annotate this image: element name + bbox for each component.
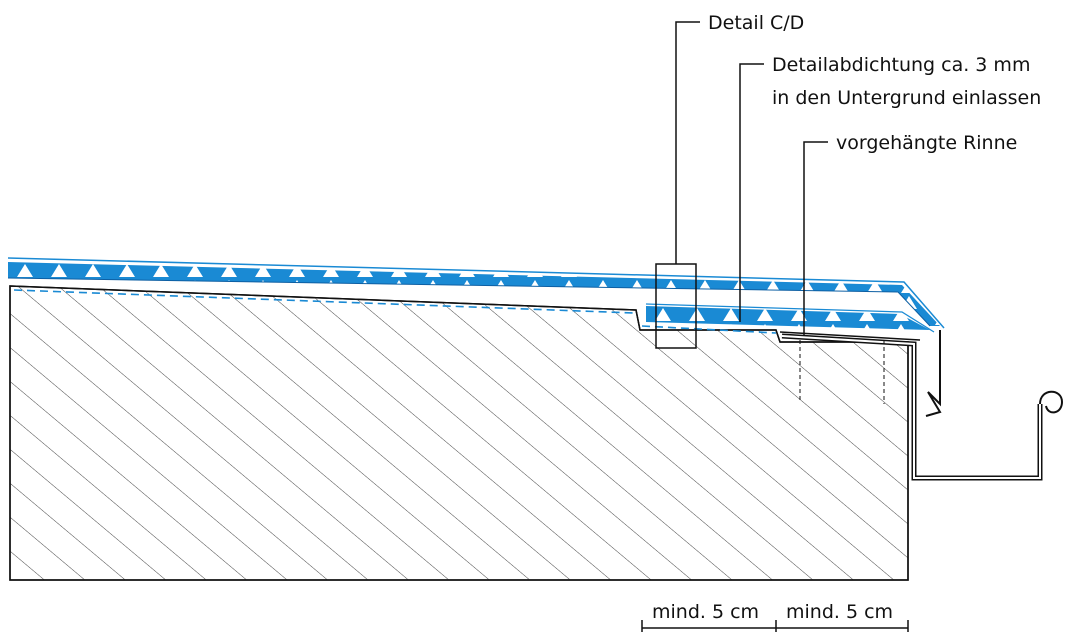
label-detail-cd: Detail C/D — [708, 12, 804, 34]
leader-rinne — [803, 141, 828, 336]
lower-membrane-layer — [645, 303, 935, 333]
dimension-line — [641, 620, 909, 632]
dimension-left: mind. 5 cm — [652, 601, 759, 623]
gutter-profile — [779, 330, 1064, 481]
dimension-right: mind. 5 cm — [786, 601, 893, 623]
label-rinne: vorgehängte Rinne — [836, 132, 1017, 154]
upper-membrane-layer — [7, 257, 945, 329]
label-detailabdichtung-line1: Detailabdichtung ca. 3 mm — [772, 54, 1030, 76]
label-detailabdichtung-line2: in den Untergrund einlassen — [772, 87, 1041, 109]
leader-detail-cd — [675, 21, 700, 264]
leader-detailabdichtung — [739, 63, 764, 322]
substrate-body — [9, 285, 909, 581]
dashed-layer-line — [13, 289, 777, 334]
